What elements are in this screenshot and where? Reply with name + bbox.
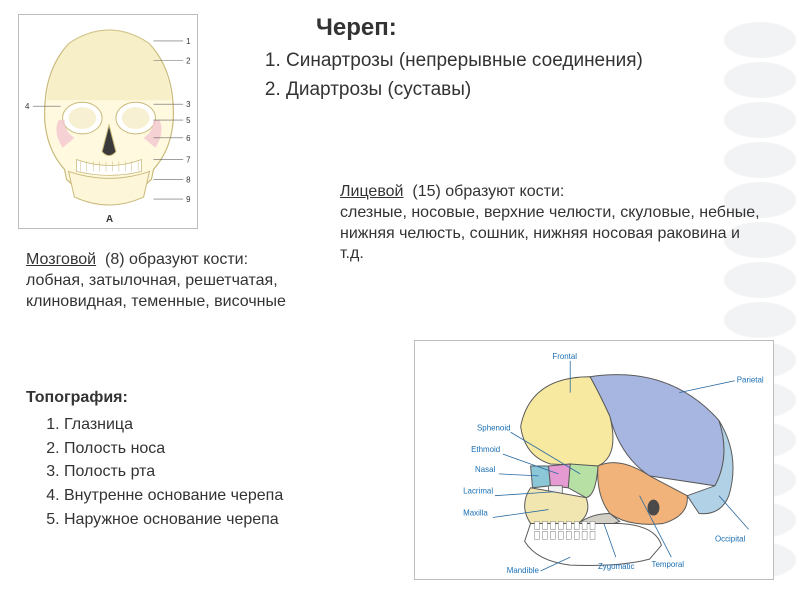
page-title: Череп: [268,12,788,43]
svg-text:2: 2 [186,57,190,66]
neurocranium-count: (8) образуют кости: [105,251,248,268]
svg-text:9: 9 [186,195,191,204]
topo-title: Топография: [26,388,356,409]
skull-front-diagram: 1 2 3 5 6 7 8 9 4 A [18,14,198,229]
svg-text:Occipital: Occipital [715,534,746,543]
svg-text:1: 1 [186,37,190,46]
svg-text:Parietal: Parietal [737,376,764,385]
topo-item-2: Полость носа [64,439,356,460]
svg-text:Temporal: Temporal [652,560,685,569]
topo-item-5: Наружное основание черепа [64,510,356,531]
svg-text:7: 7 [186,156,190,165]
item-diarthrosis: Диартрозы (суставы) [286,78,788,103]
title-block: Череп: Синартрозы (непрерывные соединени… [268,12,788,107]
svg-text:Zygomatic: Zygomatic [598,562,635,571]
svg-text:5: 5 [186,116,191,125]
skull-lateral-diagram: Frontal Parietal Sphenoid Ethmoid Nasal Lacri… [414,340,774,580]
svg-text:6: 6 [186,134,191,143]
topo-item-1: Глазница [64,415,356,436]
svg-text:Frontal: Frontal [552,352,577,361]
item-synarthrosis: Синартрозы (непрерывные соединения) [286,49,788,74]
svg-text:Ethmoid: Ethmoid [471,445,500,454]
svg-text:Sphenoid: Sphenoid [477,423,510,432]
svg-text:8: 8 [186,175,191,184]
svg-text:Maxilla: Maxilla [463,509,488,518]
facial-bones: слезные, носовые, верхние челюсти, скуло… [340,204,760,263]
topo-item-3: Полость рта [64,462,356,483]
topo-block: Топография: Глазница Полость носа Полост… [26,388,356,534]
facial-count: (15) образуют кости: [412,183,564,200]
topo-item-4: Внутренне основание черепа [64,486,356,507]
neurocranium-lead: Мозговой [26,251,96,268]
svg-text:3: 3 [186,100,191,109]
neurocranium-text: Мозговой (8) образуют кости: лобная, зат… [26,250,306,312]
svg-text:Mandible: Mandible [507,566,540,575]
facial-text: Лицевой (15) образуют кости: слезные, но… [340,182,760,265]
svg-text:A: A [106,214,113,224]
facial-lead: Лицевой [340,183,403,200]
skull-joint-types: Синартрозы (непрерывные соединения) Диар… [268,49,788,102]
svg-text:4: 4 [25,102,30,111]
svg-text:Nasal: Nasal [475,465,495,474]
svg-text:Lacrimal: Lacrimal [463,487,493,496]
topo-list: Глазница Полость носа Полость рта Внутре… [26,415,356,531]
neurocranium-bones: лобная, затылочная, решетчатая, клиновид… [26,272,286,310]
